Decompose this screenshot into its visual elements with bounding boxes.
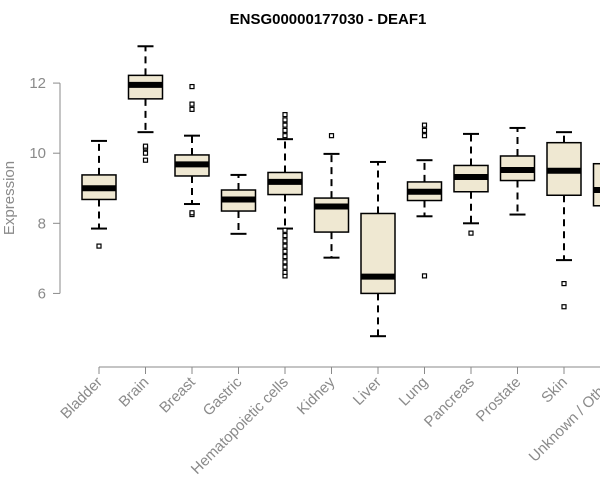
outlier-point: [189, 106, 195, 112]
outlier-point: [282, 264, 288, 270]
y-tick-label: 6: [38, 285, 46, 302]
outlier-point: [96, 243, 102, 249]
outlier-point: [561, 304, 567, 310]
iqr-box: [313, 197, 350, 233]
box-bladder: [81, 139, 117, 249]
iqr-box: [360, 212, 396, 295]
y-axis: 6 8 10 12: [29, 75, 61, 302]
outlier-point: [189, 83, 195, 90]
x-tick-label: Kidney: [294, 373, 339, 418]
x-tick-label: Brain: [116, 374, 153, 411]
box-prostate: [499, 126, 536, 216]
outlier-point: [282, 232, 288, 239]
outlier-point: [282, 227, 288, 233]
x-tick-label: Breast: [156, 373, 199, 416]
chart-title: ENSG00000177030 - DEAF1: [230, 11, 427, 28]
outlier-point: [282, 122, 288, 128]
outlier-point: [189, 101, 195, 107]
outlier-point: [142, 143, 149, 149]
outlier-point: [142, 150, 149, 156]
outlier-point: [189, 210, 195, 216]
outlier-point: [421, 273, 428, 279]
box-lung: [406, 122, 443, 279]
x-tick-label: Bladder: [57, 374, 106, 423]
box-gastric: [220, 173, 257, 235]
outlier-point: [421, 133, 428, 139]
outlier-point: [142, 157, 149, 163]
outlier-point: [421, 122, 428, 128]
outlier-point: [282, 248, 288, 254]
outlier-point: [468, 230, 474, 236]
x-tick-label: Liver: [350, 374, 385, 409]
box-brain: [127, 45, 164, 163]
box-hematopoietic-cells: [267, 112, 303, 279]
y-tick-label: 8: [38, 215, 46, 232]
outlier-point: [282, 259, 288, 265]
y-tick-label: 12: [29, 75, 46, 92]
box-series: [81, 45, 600, 338]
outlier-point: [282, 127, 288, 134]
outlier-point: [282, 269, 288, 275]
x-tick-label: Skin: [538, 374, 571, 407]
outlier-point: [282, 238, 288, 244]
y-axis-label: Expression: [1, 161, 18, 235]
box-liver: [360, 160, 396, 338]
outlier-point: [282, 254, 288, 260]
outlier-point: [282, 243, 288, 249]
outlier-point: [561, 281, 567, 287]
box-pancreas: [453, 132, 489, 236]
box-skin: [546, 131, 582, 310]
iqr-box: [592, 162, 600, 207]
outlier-point: [282, 117, 288, 123]
box-unknown-other: [592, 162, 600, 207]
x-tick-label: Pancreas: [421, 374, 478, 431]
y-tick-label: 10: [29, 145, 46, 162]
x-tick-label: Lung: [396, 374, 432, 410]
box-breast: [174, 83, 210, 218]
x-tick-label: Gastric: [200, 373, 246, 419]
outlier-point: [282, 112, 288, 118]
x-tick-label: Prostate: [473, 374, 525, 426]
outlier-point: [328, 133, 335, 139]
outlier-point: [421, 127, 428, 134]
outlier-point: [282, 133, 288, 139]
box-kidney: [313, 133, 350, 259]
